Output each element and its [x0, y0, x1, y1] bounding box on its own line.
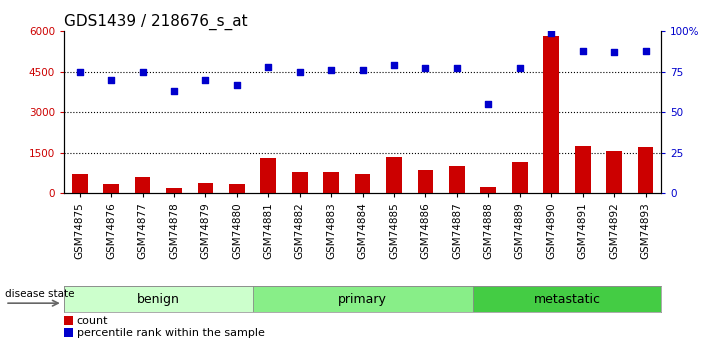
Bar — [324, 172, 339, 193]
Point — [231, 82, 242, 87]
Point — [514, 66, 525, 71]
Text: count: count — [77, 316, 108, 326]
Bar — [103, 184, 119, 193]
Point — [326, 67, 337, 73]
Point — [451, 66, 463, 71]
Bar — [481, 187, 496, 193]
Bar — [292, 171, 308, 193]
Text: percentile rank within the sample: percentile rank within the sample — [77, 328, 264, 338]
Text: primary: primary — [338, 293, 387, 306]
Bar — [473, 286, 661, 312]
Bar — [449, 166, 465, 193]
Bar — [64, 328, 73, 337]
Bar — [606, 151, 622, 193]
Point — [200, 77, 211, 82]
Point — [169, 88, 180, 94]
Point — [640, 48, 651, 53]
Bar — [252, 286, 473, 312]
Bar — [198, 183, 213, 193]
Bar — [638, 147, 653, 193]
Point — [357, 67, 368, 73]
Text: metastatic: metastatic — [533, 293, 600, 306]
Bar — [543, 37, 559, 193]
Point — [74, 69, 85, 74]
Bar — [72, 174, 87, 193]
Point — [419, 66, 431, 71]
Point — [483, 101, 494, 107]
Point — [577, 48, 588, 53]
Bar — [512, 162, 528, 193]
Text: GDS1439 / 218676_s_at: GDS1439 / 218676_s_at — [64, 13, 247, 30]
Point — [262, 64, 274, 69]
Bar — [166, 188, 182, 193]
Bar — [355, 174, 370, 193]
Bar — [417, 170, 433, 193]
Bar — [386, 157, 402, 193]
Bar — [574, 146, 591, 193]
Bar — [64, 316, 73, 325]
Text: benign: benign — [137, 293, 180, 306]
Point — [105, 77, 117, 82]
Point — [137, 69, 149, 74]
Point — [545, 30, 557, 36]
Text: disease state: disease state — [5, 289, 75, 298]
Point — [388, 62, 400, 68]
Point — [609, 49, 620, 55]
Bar — [64, 286, 252, 312]
Point — [294, 69, 306, 74]
Bar — [260, 158, 276, 193]
Bar — [229, 184, 245, 193]
Bar — [134, 177, 151, 193]
